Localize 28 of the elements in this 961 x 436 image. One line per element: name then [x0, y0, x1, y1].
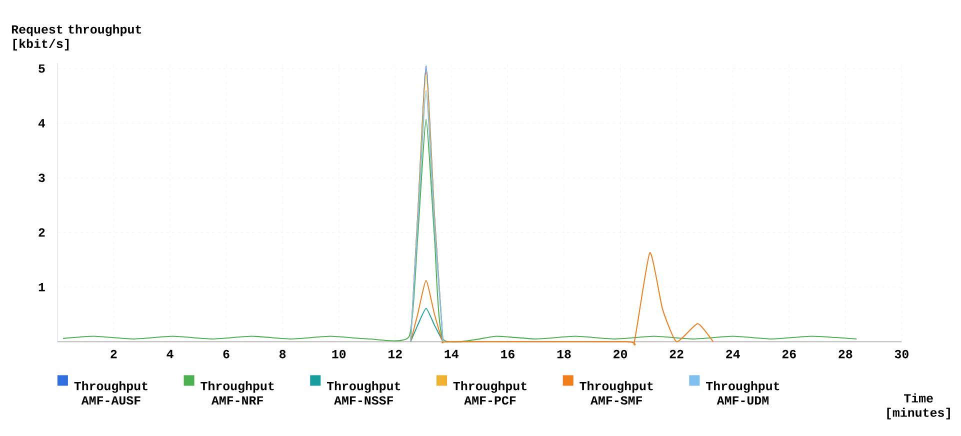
x-tick-label: 4	[166, 350, 174, 358]
y-axis-title: Request throughput [kbit/s]	[12, 24, 141, 51]
x-tick-label: 18	[557, 350, 571, 359]
y-tick-label: 2	[38, 228, 45, 237]
y-tick-label: 3	[38, 174, 45, 182]
x-tick-label: 12	[388, 350, 402, 358]
x-tick-label: 24	[726, 350, 740, 358]
y-tick-label: 5	[38, 64, 45, 74]
x-tick-label: 20	[614, 350, 628, 359]
x-tick-label: 14	[444, 350, 459, 358]
legend-label: Throughput AMF-NRF	[200, 381, 274, 405]
x-tick-label: 30	[894, 350, 908, 359]
legend-label: Throughput AMF-UDM	[706, 381, 780, 405]
x-tick-label: 28	[838, 350, 852, 359]
x-tick-label: 16	[501, 350, 514, 359]
x-tick-label: 10	[332, 350, 346, 359]
y-tick-label: 4	[38, 119, 46, 128]
x-tick-label: 2	[110, 350, 117, 358]
legend-label: Throughput AMF-NSSF	[326, 381, 400, 405]
x-tick-label: 6	[223, 350, 230, 359]
x-tick-label: 22	[670, 350, 684, 358]
x-axis-title: Time [minutes]	[887, 394, 950, 420]
x-tick-label: 8	[279, 350, 286, 359]
legend-label: Throughput AMF-AUSF	[74, 381, 148, 405]
legend-label: Throughput AMF-SMF	[580, 381, 653, 405]
legend-label: Throughput AMF-PCF	[453, 381, 526, 405]
x-tick-label: 26	[782, 350, 796, 359]
y-tick-label: 1	[38, 283, 45, 292]
